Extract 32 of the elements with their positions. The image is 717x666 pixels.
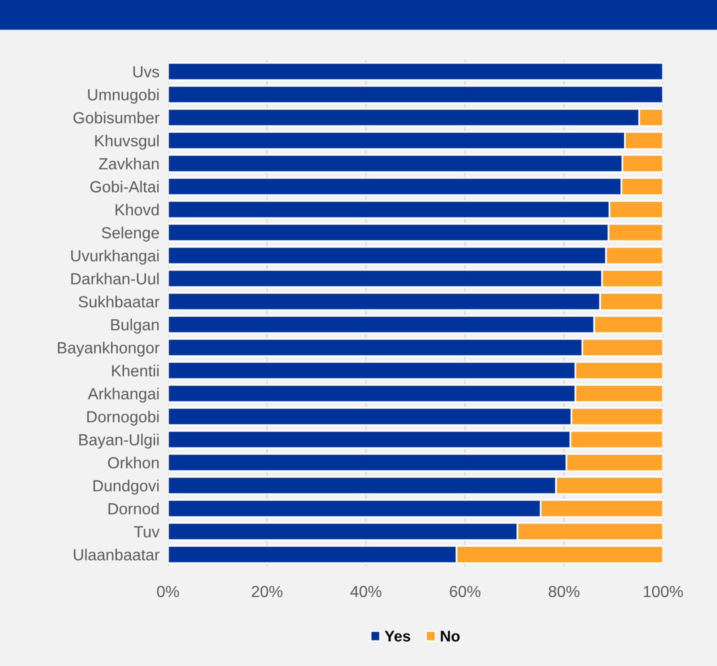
y-tick-label: Darkhan-Uul	[71, 272, 159, 284]
y-tick-label: Uvs	[133, 66, 160, 78]
y-tick-label: Ulaanbaatar	[74, 548, 160, 560]
y-tick-label: Tuv	[134, 526, 160, 538]
y-tick-label: Selenge	[102, 226, 159, 242]
y-tick-label: Bayankhongor	[58, 342, 160, 357]
y-tick-label: Gobisumber	[73, 112, 160, 124]
y-tick-label: Zavkhan	[98, 158, 159, 170]
y-tick-label: Uvurkhangai	[71, 250, 159, 265]
y-tick-label: Sukhbaatar	[78, 296, 160, 308]
y-tick-label: Bayan-Ulgii	[79, 434, 159, 449]
bar	[168, 85, 663, 104]
y-tick-label: Orkhon	[108, 456, 159, 468]
x-tick-label: 80%	[548, 586, 580, 598]
x-tick-label: 40%	[350, 586, 382, 598]
y-tick-label: Arkhangai	[88, 388, 159, 403]
y-tick-label: Bulgan	[111, 318, 159, 334]
y-tick-label: Khentii	[112, 364, 159, 376]
y-tick-label: Khovd	[116, 204, 159, 216]
y-tick-label: Dundgovi	[93, 480, 159, 495]
legend-label: Yes	[384, 630, 410, 642]
legend-label: No	[440, 630, 460, 642]
x-tick-label: 0%	[157, 586, 179, 598]
y-tick-label: Dornogobi	[87, 410, 159, 426]
y-tick-label: Gobi-Altai	[90, 180, 159, 192]
x-tick-label: 100%	[644, 586, 683, 598]
y-tick-label: Dornod	[108, 502, 159, 514]
y-tick-label: Khuvsgul	[95, 134, 159, 150]
y-tick-label: Umnugobi	[88, 88, 159, 104]
x-tick-label: 60%	[450, 586, 480, 598]
x-tick-label: 20%	[252, 586, 282, 598]
bar	[168, 62, 663, 81]
